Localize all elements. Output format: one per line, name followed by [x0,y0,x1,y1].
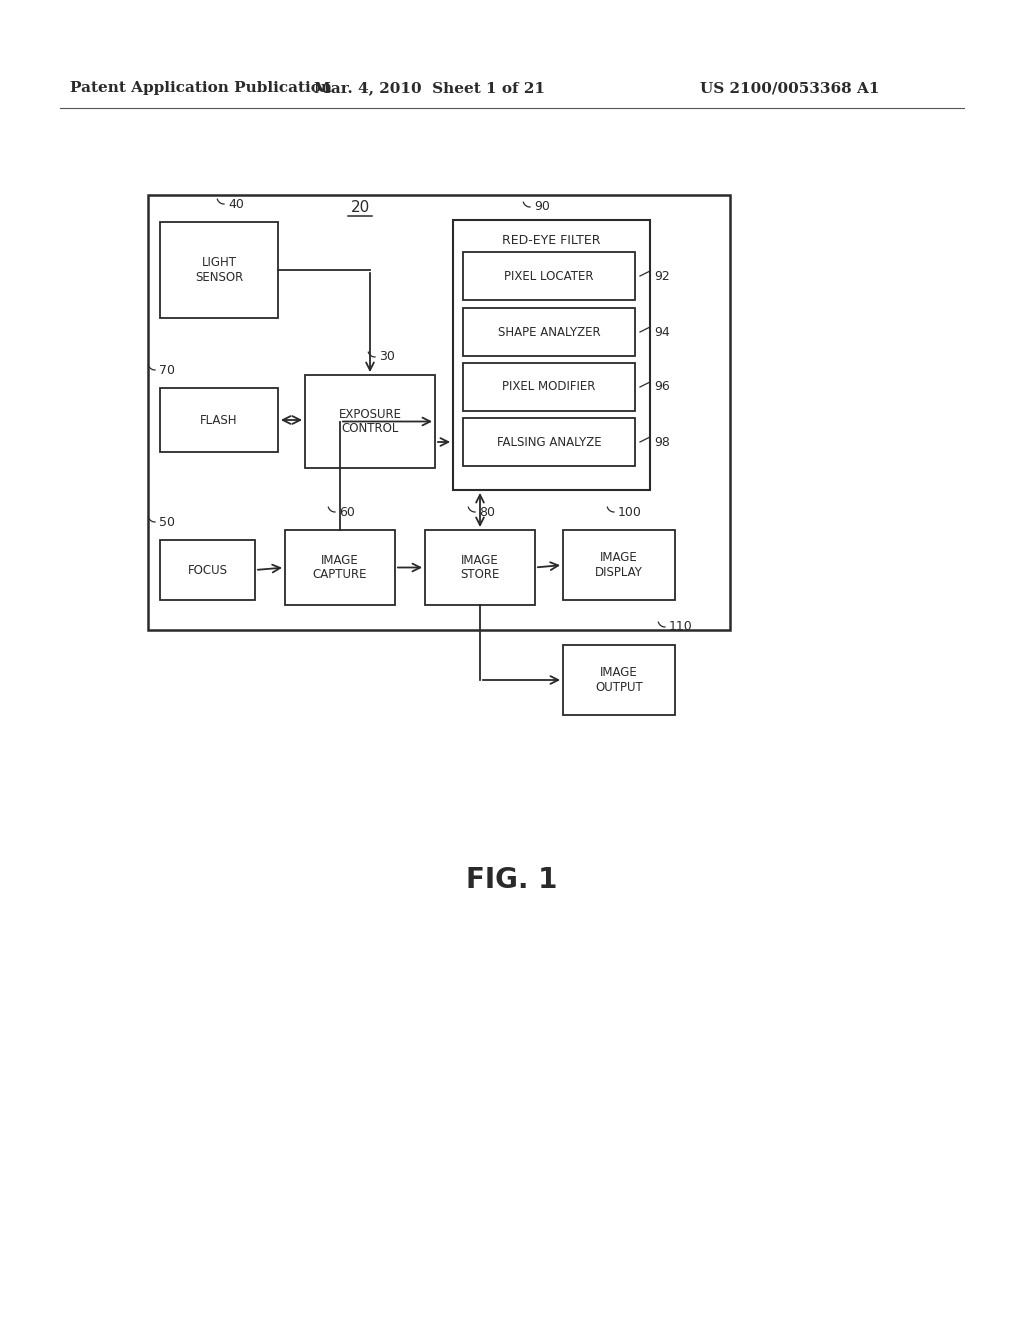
Text: 40: 40 [228,198,244,210]
Text: EXPOSURE
CONTROL: EXPOSURE CONTROL [339,408,401,436]
Text: Patent Application Publication: Patent Application Publication [70,81,332,95]
Bar [425,531,535,605]
Text: 98: 98 [654,436,670,449]
Text: 30: 30 [379,351,395,363]
Text: US 2100/0053368 A1: US 2100/0053368 A1 [700,81,880,95]
Text: 20: 20 [350,201,370,215]
Text: SHAPE ANALYZER: SHAPE ANALYZER [498,326,600,338]
Bar [453,220,650,490]
Bar [160,388,278,451]
Bar [463,418,635,466]
Bar [463,252,635,300]
Text: 110: 110 [669,620,693,634]
Text: FLASH: FLASH [201,413,238,426]
Text: RED-EYE FILTER: RED-EYE FILTER [502,234,600,247]
Bar [148,195,730,630]
Text: 96: 96 [654,380,670,393]
Text: FOCUS: FOCUS [187,564,227,577]
Text: LIGHT
SENSOR: LIGHT SENSOR [195,256,243,284]
Bar [563,531,675,601]
Bar [285,531,395,605]
Text: 60: 60 [339,506,355,519]
Text: IMAGE
DISPLAY: IMAGE DISPLAY [595,550,643,579]
Bar [563,645,675,715]
Text: 92: 92 [654,269,670,282]
Text: Mar. 4, 2010  Sheet 1 of 21: Mar. 4, 2010 Sheet 1 of 21 [314,81,546,95]
Bar [463,308,635,356]
Text: IMAGE
STORE: IMAGE STORE [461,553,500,582]
Text: 94: 94 [654,326,670,338]
Text: IMAGE
CAPTURE: IMAGE CAPTURE [312,553,368,582]
Text: 50: 50 [159,516,175,528]
Text: 80: 80 [479,506,495,519]
Bar [160,540,255,601]
Bar [305,375,435,469]
Text: IMAGE
OUTPUT: IMAGE OUTPUT [595,667,643,694]
Text: 100: 100 [618,506,642,519]
Bar [160,222,278,318]
Bar [463,363,635,411]
Text: FIG. 1: FIG. 1 [466,866,558,894]
Text: 70: 70 [159,363,175,376]
Text: FALSING ANALYZE: FALSING ANALYZE [497,436,601,449]
Text: PIXEL LOCATER: PIXEL LOCATER [504,269,594,282]
Text: PIXEL MODIFIER: PIXEL MODIFIER [503,380,596,393]
Text: 90: 90 [534,201,550,214]
